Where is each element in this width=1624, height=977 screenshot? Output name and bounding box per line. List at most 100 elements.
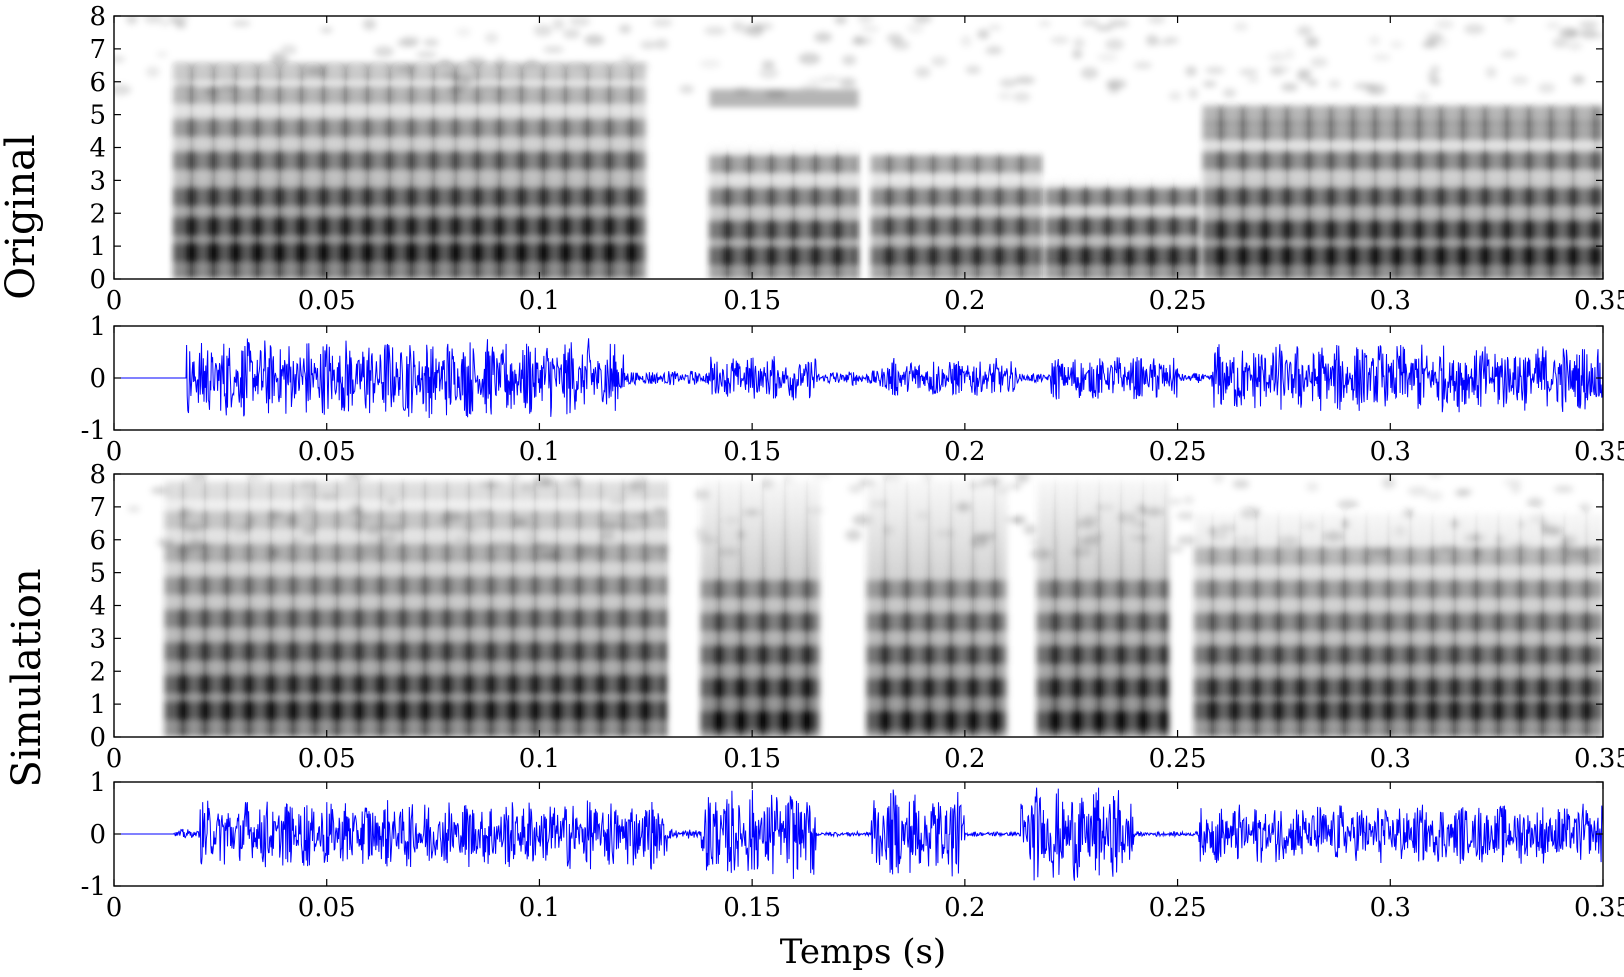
spectrogram-simulation-formant-band: [1037, 678, 1170, 697]
spectrogram-original-xtick-label: 0.1: [519, 286, 560, 316]
spectrogram-simulation-ytick-label: 5: [89, 559, 106, 589]
spectrogram-original-frame: [113, 15, 1604, 280]
waveform-original-ytick-label: -1: [81, 416, 106, 446]
spectrogram-original-ytick-label: 7: [89, 35, 106, 65]
spectrogram-simulation-ytick-label: 2: [89, 657, 106, 687]
spectrogram-original-xtick-label: 0.35: [1574, 286, 1624, 316]
spectrogram-original-xtick-label: 0.25: [1149, 286, 1207, 316]
spectrogram-original-formant-band: [871, 217, 1042, 236]
waveform-simulation-xtick-label: 0.35: [1574, 893, 1624, 923]
spectrogram-simulation-ytick-label: 3: [89, 624, 106, 654]
waveform-original-xtick-label: 0.1: [519, 437, 560, 467]
spectrogram-simulation-xtick-label: 0.25: [1149, 744, 1207, 774]
spectrogram-original-segment: [709, 89, 859, 279]
spectrogram-original-ytick-label: 4: [89, 134, 106, 164]
waveform-simulation-xtick-label: 0.25: [1149, 893, 1207, 923]
spectrogram-simulation-ytick-label: 6: [89, 526, 106, 556]
spectrogram-original-formant-band: [1203, 105, 1603, 124]
spectrogram-simulation-xtick-label: 0.1: [519, 744, 560, 774]
spectrogram-original-formant-band: [871, 154, 1042, 173]
spectrogram-simulation-ytick-label: 0: [89, 723, 106, 753]
spectrogram-simulation-ytick-label: 1: [89, 690, 106, 720]
waveform-simulation-xtick-label: 0.2: [944, 893, 985, 923]
waveform-original-xtick-label: 0.35: [1574, 437, 1624, 467]
waveform-original-xtick-label: 0.15: [723, 437, 781, 467]
waveform-original-xtick-label: 0.25: [1149, 437, 1207, 467]
spectrogram-simulation-formant-band: [701, 711, 821, 730]
spectrogram-original-ytick-label: 6: [89, 68, 106, 98]
spectrogram-original-ytick-label: 1: [89, 232, 106, 262]
waveform-simulation-ytick-label: 0: [89, 820, 106, 850]
waveform-simulation-signal-line: [114, 787, 1604, 881]
waveform-simulation-ytick-label: -1: [81, 872, 106, 902]
spectrogram-simulation-segment: [1037, 480, 1170, 737]
spectrogram-simulation-formant-band: [1037, 580, 1170, 599]
spectrogram-simulation-formant-band: [1037, 711, 1170, 730]
waveform-simulation-panel: 0 0.05 0.1 0.15 0.2 0.25 0.3 0.35-101: [81, 768, 1624, 923]
spectrogram-original-ytick-label: 8: [89, 2, 106, 32]
spectrogram-original-formant-band: [1203, 187, 1603, 206]
spectrogram-simulation-formant-band: [701, 678, 821, 697]
waveform-original-signal-line: [114, 338, 1604, 419]
waveform-simulation-xtick-label: 0: [106, 893, 123, 923]
spectrogram-original-segment: [871, 154, 1042, 279]
spectrogram-original-xtick-label: 0.2: [944, 286, 985, 316]
waveform-simulation-ytick-label: 1: [89, 768, 106, 798]
spectrogram-original-formant-band: [1045, 246, 1199, 265]
spectrogram-simulation-ytick-label: 7: [89, 493, 106, 523]
waveform-original-frame: [113, 325, 1604, 431]
spectrogram-simulation-image: [114, 474, 1603, 737]
waveform-original-xtick-label: 0.3: [1370, 437, 1411, 467]
waveform-simulation-frame: [113, 781, 1604, 887]
spectrogram-simulation-segment: [165, 480, 668, 737]
spectrogram-original-segment: [1045, 180, 1199, 279]
waveform-simulation-xtick-label: 0.15: [723, 893, 781, 923]
waveform-original-ytick-label: 0: [89, 364, 106, 394]
spectrogram-simulation-formant-band: [1037, 612, 1170, 631]
spectrogram-simulation-formant-band: [701, 645, 821, 664]
waveform-original-ytick-label: 1: [89, 312, 106, 342]
waveform-original-xtick-label: 0.2: [944, 437, 985, 467]
spectrogram-simulation-xtick-label: 0.3: [1370, 744, 1411, 774]
spectrogram-simulation-frame: [113, 473, 1604, 738]
spectrogram-simulation-xtick-label: 0.35: [1574, 744, 1624, 774]
spectrogram-original-formant-band: [1203, 151, 1603, 170]
spectrogram-original-ytick-label: 3: [89, 166, 106, 196]
spectrogram-original-ytick-label: 5: [89, 101, 106, 131]
spectrogram-original-xtick-label: 0.05: [298, 286, 356, 316]
row-label-simulation: Simulation: [4, 568, 50, 787]
spectrogram-simulation-xtick-label: 0.15: [723, 744, 781, 774]
spectrogram-original-image: [114, 16, 1603, 279]
waveform-original-xtick-label: 0: [106, 437, 123, 467]
spectrogram-simulation-ytick-label: 4: [89, 592, 106, 622]
spectrogram-original-segment: [1203, 105, 1603, 279]
spectrogram-original-segment: [173, 62, 646, 279]
spectrogram-simulation-formant-band: [1037, 645, 1170, 664]
spectrogram-original-xtick-label: 0: [106, 286, 123, 316]
waveform-original-panel: 0 0.05 0.1 0.15 0.2 0.25 0.3 0.35-101: [81, 312, 1624, 467]
waveform-original-xtick-label: 0.05: [298, 437, 356, 467]
spectrogram-simulation-ytick-label: 8: [89, 460, 106, 490]
spectrogram-original-formant-band: [871, 246, 1042, 265]
spectrogram-original-formant-band: [1203, 246, 1603, 265]
spectrogram-original-ytick-label: 2: [89, 199, 106, 229]
waveform-simulation-xtick-label: 0.3: [1370, 893, 1411, 923]
waveform-simulation-xtick-label: 0.1: [519, 893, 560, 923]
spectrogram-simulation-formant-band: [701, 580, 821, 599]
spectrogram-original-ytick-label: 0: [89, 265, 106, 295]
spectrogram-original-xtick-label: 0.3: [1370, 286, 1411, 316]
spectrogram-original-formant-band: [1045, 217, 1199, 236]
waveform-simulation-xtick-label: 0.05: [298, 893, 356, 923]
spectrogram-simulation-segment: [867, 480, 1010, 737]
spectrogram-simulation-segment: [701, 480, 822, 737]
spectrogram-simulation-xtick-label: 0.2: [944, 744, 985, 774]
spectrogram-original-formant-band: [1203, 122, 1603, 141]
spectrogram-simulation-formant-band: [701, 612, 821, 631]
spectrogram-original-xtick-label: 0.15: [723, 286, 781, 316]
spectrogram-original-formant-band: [1203, 220, 1603, 239]
row-label-original: Original: [0, 134, 44, 300]
spectrogram-original-formant-band: [871, 187, 1042, 206]
